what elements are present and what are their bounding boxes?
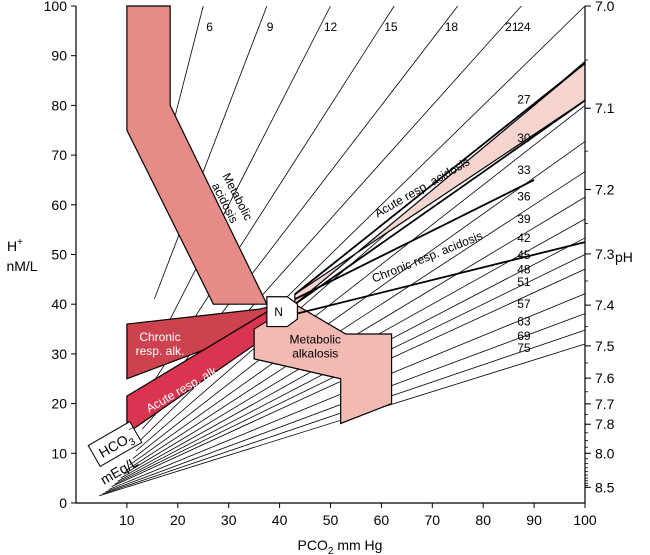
hco3-isopleth-label-48: 48 [517, 262, 531, 276]
hco3-isopleth-label-24: 24 [517, 20, 531, 34]
region-label-chronic-resp-alk: Chronic resp. alk. [136, 330, 185, 358]
hco3-isopleth-line-30 [132, 105, 586, 459]
x-axis-title-subscript: 2 [328, 546, 334, 555]
axis-titles: PCO2 mm Hg H+ nM/L pH [6, 237, 632, 555]
boundary-line-3 [294, 179, 535, 301]
ph-tick-label-7.1: 7.1 [595, 100, 615, 116]
y-tick-label-60: 60 [51, 197, 67, 213]
x-tick-label-100: 100 [573, 512, 597, 528]
x-tick-label-60: 60 [374, 512, 390, 528]
region-label-acute-resp-acidosis: Acute resp. acidosis [372, 154, 472, 220]
boundary-line-1 [294, 62, 586, 295]
x-tick-label-50: 50 [323, 512, 339, 528]
hco3-isopleth-label-30: 30 [517, 131, 531, 145]
region-label-line-metabolic-alkalosis-1: Metabolic [290, 332, 341, 346]
hco3-isopleth-label-51: 51 [517, 275, 531, 289]
normal-zone: N [266, 296, 299, 328]
hco3-isopleth-label-57: 57 [517, 297, 531, 311]
x-tick-label-70: 70 [425, 512, 441, 528]
hco3-isopleth-line-9 [154, 5, 268, 300]
x-tick-label-10: 10 [119, 512, 135, 528]
hco3-isopleth-label-42: 42 [517, 231, 531, 245]
ph-axis-title: pH [615, 249, 633, 265]
x-tick-label-90: 90 [526, 512, 542, 528]
hco3-isopleth-label-27: 27 [517, 92, 531, 106]
x-tick-label-30: 30 [221, 512, 237, 528]
y-tick-label-90: 90 [51, 48, 67, 64]
hco3-isopleth-label-39: 39 [517, 212, 531, 226]
ph-tick-label-8.0: 8.0 [595, 445, 615, 461]
ph-tick-label-7.0: 7.0 [595, 0, 615, 14]
hco3-axis-label: HCO3− mEq/L [87, 420, 143, 488]
y-axis-title-h: H [7, 238, 17, 254]
hco3-isopleth-label-36: 36 [517, 189, 531, 203]
hco3-isopleth-label-33: 33 [517, 163, 531, 177]
hco3-isopleth-label-15: 15 [384, 20, 398, 34]
region-label-metabolic-alkalosis: Metabolic alkalosis [290, 332, 341, 360]
ph-tick-label-7.2: 7.2 [595, 181, 615, 197]
ph-tick-label-7.7: 7.7 [595, 396, 615, 412]
region-label-line-metabolic-alkalosis-2: alkalosis [292, 346, 338, 360]
ph-tick-label-7.6: 7.6 [595, 370, 615, 386]
hco3-isopleth-line-33 [129, 141, 586, 466]
y-axis-title-line2: nM/L [6, 258, 37, 274]
hco3-isopleth-label-69: 69 [517, 329, 531, 343]
hco3-isopleth-label-75: 75 [517, 341, 531, 355]
ph-tick-label-7.3: 7.3 [595, 246, 615, 262]
boundary-line-2 [294, 99, 586, 305]
y-tick-label-100: 100 [44, 0, 68, 14]
hco3-isopleth-label-45: 45 [517, 248, 531, 262]
y-tick-label-10: 10 [51, 445, 67, 461]
hco3-label-box [87, 420, 143, 468]
disorder-boundaries [294, 62, 586, 316]
ph-tick-label-7.5: 7.5 [595, 338, 615, 354]
hco3-isopleth-label-9: 9 [267, 20, 274, 34]
normal-label: N [274, 305, 283, 319]
y-tick-label-70: 70 [51, 147, 67, 163]
ph-tick-label-7.8: 7.8 [595, 416, 615, 432]
hco3-isopleth-label-6: 6 [206, 20, 213, 34]
x-axis-title-main: PCO [298, 537, 328, 553]
y-tick-label-20: 20 [51, 396, 67, 412]
hco3-isopleth-label-63: 63 [517, 314, 531, 328]
x-axis-title: PCO2 mm Hg [298, 537, 383, 555]
normal-box [266, 296, 299, 328]
region-metabolic-alkalosis [253, 303, 393, 425]
y-axis-title-sup: + [17, 237, 23, 248]
y-tick-label-0: 0 [59, 495, 67, 511]
ph-tick-label-7.4: 7.4 [595, 297, 615, 313]
axes: 0 10 20 30 40 50 60 70 80 90 100 10 20 30 40 50 60 70 80 90… [44, 0, 615, 528]
hco3-isopleth-label-21: 21 [505, 20, 519, 34]
region-label-line-acute-resp-acidosis-1: Acute resp. acidosis [372, 154, 472, 220]
hco3-isopleth-label-12: 12 [324, 20, 338, 34]
hco3-isopleth-label-18: 18 [445, 20, 459, 34]
y-tick-label-80: 80 [51, 97, 67, 113]
hco3-label-sub: 3 [127, 436, 138, 449]
hco3-isopleth-line-36 [126, 171, 586, 471]
y-tick-label-50: 50 [51, 247, 67, 263]
boundary-line-4 [294, 241, 586, 316]
region-label-line-chronic-resp-acidosis-1: Chronic resp. acidosis [370, 228, 485, 285]
region-label-line-chronic-resp-alk-1: Chronic [139, 330, 180, 344]
region-label-chronic-resp-acidosis: Chronic resp. acidosis [370, 228, 485, 285]
x-tick-label-20: 20 [170, 512, 186, 528]
hco3-isopleth-line-12 [150, 5, 331, 357]
y-tick-label-40: 40 [51, 296, 67, 312]
disorder-regions [126, 5, 586, 435]
region-label-line-chronic-resp-alk-2: resp. alk. [136, 344, 185, 358]
x-axis-title-unit: mm Hg [333, 537, 382, 553]
y-tick-label-30: 30 [51, 346, 67, 362]
x-tick-label-80: 80 [475, 512, 491, 528]
region-metabolic-acidosis [126, 5, 268, 305]
y-axis-title-line1: H+ [7, 237, 23, 254]
x-tick-label-40: 40 [272, 512, 288, 528]
hco3-label-sup: − [126, 423, 137, 436]
ph-tick-label-8.5: 8.5 [595, 479, 615, 495]
